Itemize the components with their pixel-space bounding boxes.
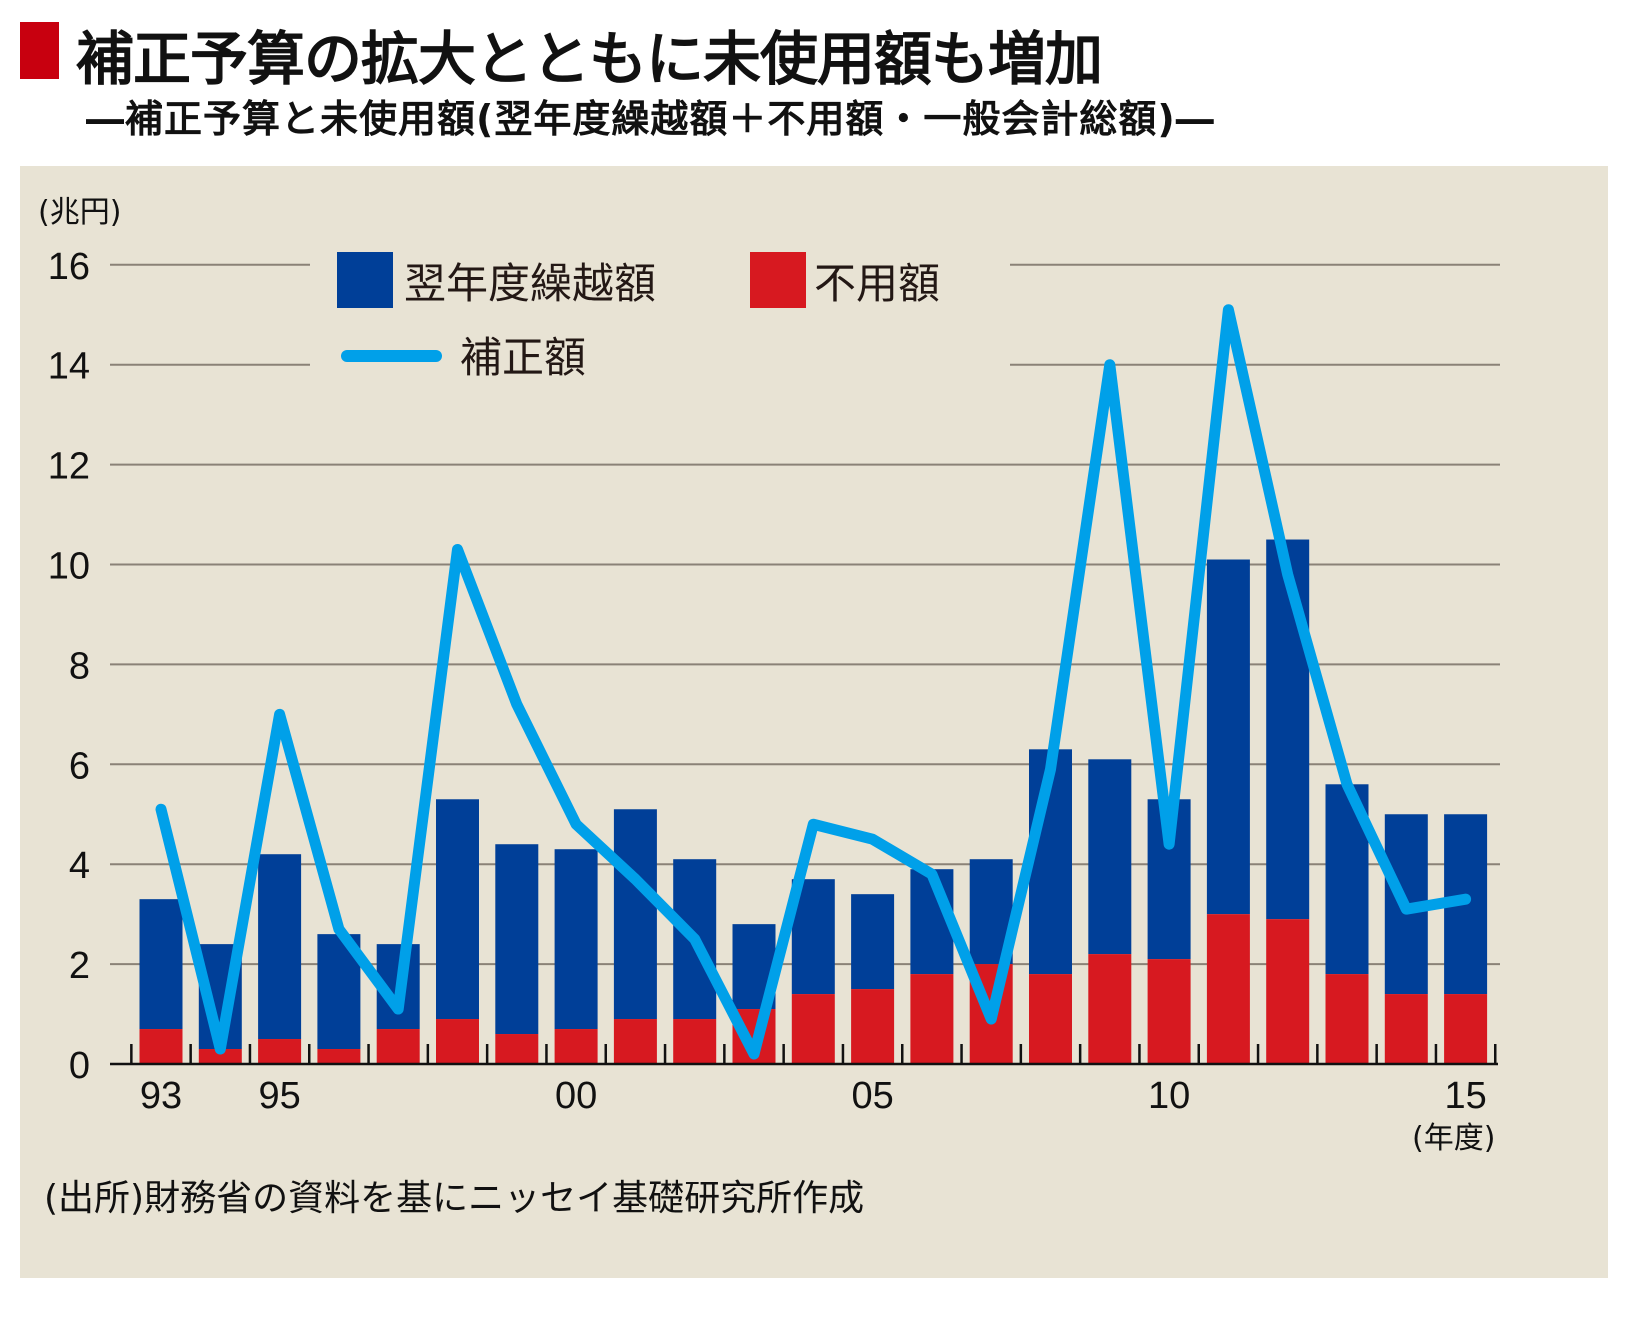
bar-unused <box>1266 919 1310 1064</box>
x-axis <box>110 1044 1498 1066</box>
bar-unused <box>673 1019 717 1064</box>
x-tick-label: 00 <box>555 1075 597 1117</box>
bar-unused <box>258 1039 302 1064</box>
title-marker <box>20 22 59 79</box>
bar-unused <box>791 994 835 1064</box>
y-tick-label: 2 <box>69 945 90 987</box>
bar-unused <box>851 989 895 1064</box>
bar-unused <box>613 1019 657 1064</box>
bar-unused <box>910 974 954 1064</box>
x-tick-label: 93 <box>140 1075 182 1117</box>
source-note: (出所)財務省の資料を基にニッセイ基礎研究所作成 <box>44 1178 864 1219</box>
bar-carryover <box>436 799 479 1020</box>
line-series <box>155 304 1472 1060</box>
bar-unused <box>1325 974 1369 1064</box>
bar-carryover <box>1206 559 1250 915</box>
bar-unused <box>554 1029 598 1064</box>
bar-unused <box>1147 959 1191 1064</box>
y-tick-label: 16 <box>48 246 90 288</box>
legend-swatch-carryover <box>337 252 393 308</box>
y-axis-unit: (兆円) <box>38 195 121 230</box>
bar-unused <box>139 1029 183 1064</box>
x-tick-label: 95 <box>258 1075 300 1117</box>
bar-unused <box>1088 954 1132 1064</box>
bar-unused <box>1029 974 1072 1064</box>
x-axis-unit: (年度) <box>1412 1121 1495 1156</box>
chart-title: 補正予算の拡大とともに未使用額も増加 <box>76 25 1103 93</box>
x-tick-label: 15 <box>1444 1075 1486 1117</box>
chart-subtitle: ―補正予算と未使用額(翌年度繰越額＋不用額・一般会計総額)― <box>86 97 1215 141</box>
x-tick-label: 10 <box>1148 1075 1190 1117</box>
bar-carryover <box>139 899 183 1030</box>
bar-unused <box>1206 914 1250 1064</box>
y-tick-label: 6 <box>69 745 90 787</box>
x-tick-labels: 93 95 00 05 10 15 <box>140 1075 1487 1117</box>
legend-label-unused: 不用額 <box>814 259 940 308</box>
bar-unused <box>436 1019 479 1064</box>
bar-unused <box>1384 994 1428 1064</box>
legend-label-carryover: 翌年度繰越額 <box>404 259 656 308</box>
x-tick-label: 05 <box>851 1075 893 1117</box>
y-tick-label: 12 <box>48 446 90 488</box>
bar-unused <box>317 1049 361 1064</box>
bar-carryover <box>1088 759 1132 955</box>
bar-carryover <box>258 854 302 1040</box>
bar-carryover <box>554 849 598 1030</box>
y-tick-label: 14 <box>48 346 90 388</box>
bar-unused <box>376 1029 420 1064</box>
bar-unused <box>1444 994 1488 1064</box>
y-tick-label: 8 <box>69 645 90 687</box>
y-tick-label: 4 <box>69 845 90 887</box>
bar-unused <box>495 1034 539 1064</box>
legend-background <box>310 236 1010 396</box>
legend-label-supplementary: 補正額 <box>460 333 586 382</box>
bars <box>139 539 1488 1064</box>
chart-panel: 0 2 4 6 8 10 12 14 16 93 95 00 05 10 15 翌年度繰越額 不用額 補正… <box>20 166 1608 1278</box>
bar-unused <box>198 1049 242 1064</box>
bar-carryover <box>613 809 657 1020</box>
legend-swatch-unused <box>750 252 806 308</box>
bar-carryover <box>851 894 895 990</box>
y-tick-label: 10 <box>48 546 90 588</box>
y-tick-label: 0 <box>69 1045 90 1087</box>
bar-carryover <box>1266 539 1310 920</box>
chart-svg: 0 2 4 6 8 10 12 14 16 93 95 00 05 10 15 翌年度繰越額 不用額 補正… <box>38 195 1500 1219</box>
y-axis: 0 2 4 6 8 10 12 14 16 <box>48 246 90 1087</box>
bar-carryover <box>495 844 539 1035</box>
